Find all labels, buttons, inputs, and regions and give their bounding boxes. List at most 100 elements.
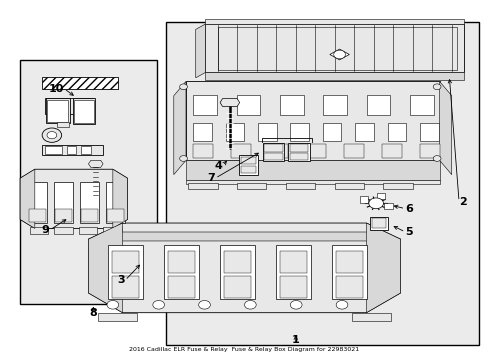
Bar (285, 183, 315, 189)
Bar (74, 100, 94, 123)
Bar (81, 146, 91, 154)
Bar (193, 123, 211, 140)
Bar (29, 210, 45, 222)
Text: 1: 1 (291, 334, 299, 345)
Polygon shape (88, 223, 400, 313)
Polygon shape (329, 49, 348, 60)
Bar (166, 22, 478, 345)
Bar (163, 245, 199, 299)
Bar (79, 227, 97, 234)
Bar (54, 227, 73, 234)
Bar (331, 245, 366, 299)
Ellipse shape (333, 50, 345, 59)
Ellipse shape (42, 128, 61, 142)
Bar (238, 155, 258, 175)
Bar (224, 251, 251, 273)
Bar (419, 144, 439, 158)
Ellipse shape (432, 84, 440, 90)
Bar (354, 123, 373, 140)
Ellipse shape (153, 301, 164, 309)
Ellipse shape (107, 301, 119, 309)
Polygon shape (113, 169, 127, 228)
Bar (383, 203, 392, 210)
Ellipse shape (198, 301, 210, 309)
Bar (419, 123, 438, 140)
Ellipse shape (368, 198, 383, 209)
Bar (258, 123, 276, 140)
Bar (108, 245, 143, 299)
Ellipse shape (290, 301, 302, 309)
Bar (188, 183, 217, 189)
Bar (193, 144, 212, 158)
Bar (73, 98, 95, 125)
Polygon shape (220, 99, 239, 107)
Bar (382, 144, 401, 158)
Bar (220, 245, 255, 299)
Bar (66, 146, 76, 154)
Ellipse shape (244, 301, 256, 309)
Bar (57, 122, 69, 127)
Bar (44, 146, 61, 154)
Polygon shape (88, 223, 122, 313)
Text: 9: 9 (41, 225, 49, 235)
Bar (359, 197, 367, 203)
Ellipse shape (47, 132, 57, 139)
Text: 2: 2 (458, 197, 466, 207)
Bar (290, 144, 308, 152)
Bar (262, 143, 284, 161)
Bar (167, 276, 195, 298)
Polygon shape (42, 145, 103, 155)
Bar (112, 276, 139, 298)
Polygon shape (88, 232, 400, 248)
Bar (264, 153, 282, 160)
Bar (335, 251, 363, 273)
Text: 3: 3 (117, 275, 125, 285)
Bar (290, 153, 308, 160)
Polygon shape (205, 24, 463, 72)
Polygon shape (439, 81, 451, 175)
Bar (53, 182, 73, 223)
Bar (306, 144, 325, 158)
Bar (290, 123, 308, 140)
Text: 4: 4 (214, 161, 222, 171)
Polygon shape (351, 313, 390, 320)
Bar (409, 95, 433, 116)
Bar (107, 210, 123, 222)
Bar (280, 276, 307, 298)
Text: 5: 5 (405, 227, 412, 237)
Bar (27, 182, 47, 223)
Bar (387, 123, 406, 140)
Bar (45, 98, 70, 123)
Bar (288, 143, 310, 161)
Text: 2016 Cadillac ELR Fuse & Relay  Fuse & Relay Box Diagram for 22983021: 2016 Cadillac ELR Fuse & Relay Fuse & Re… (129, 347, 359, 352)
Ellipse shape (179, 156, 187, 161)
Bar (366, 95, 389, 116)
Bar (217, 27, 456, 69)
Bar (371, 219, 385, 228)
Polygon shape (98, 313, 137, 320)
Bar (280, 95, 303, 116)
Bar (323, 95, 346, 116)
Bar (369, 217, 387, 230)
Polygon shape (20, 169, 127, 228)
Bar (20, 60, 157, 304)
Bar (240, 157, 256, 164)
Bar (264, 144, 282, 152)
Bar (81, 210, 98, 222)
Bar (376, 193, 385, 199)
Polygon shape (185, 160, 439, 180)
Bar (80, 182, 99, 223)
Bar (112, 251, 139, 273)
Polygon shape (44, 98, 93, 114)
Text: 10: 10 (49, 84, 64, 94)
Bar (167, 251, 195, 273)
Bar (276, 245, 311, 299)
Bar (42, 77, 118, 89)
Bar (236, 95, 260, 116)
Polygon shape (205, 19, 463, 24)
Bar (335, 276, 363, 298)
Polygon shape (88, 160, 103, 167)
Bar (334, 183, 363, 189)
Bar (225, 123, 244, 140)
Ellipse shape (335, 301, 347, 309)
